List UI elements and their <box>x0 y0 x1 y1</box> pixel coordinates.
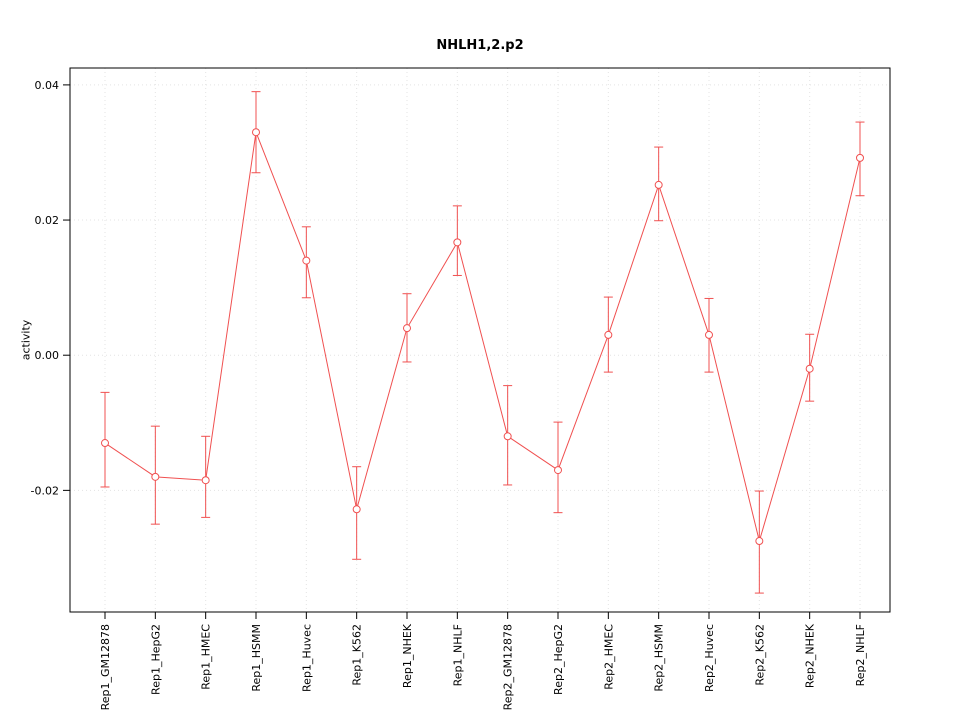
data-point <box>302 256 311 265</box>
x-tick-label: Rep1_Huvec <box>300 624 313 692</box>
x-tick-label: Rep2_GM12878 <box>502 624 515 710</box>
data-point <box>856 153 864 162</box>
data-point <box>805 364 814 373</box>
y-tick-label: 0.00 <box>35 349 60 362</box>
x-tick-label: Rep1_NHEK <box>401 623 414 688</box>
data-point <box>705 330 713 339</box>
data-point <box>252 128 260 137</box>
x-tick-label: Rep2_NHLF <box>854 624 867 686</box>
x-tick-label: Rep1_K562 <box>351 624 364 686</box>
x-tick-label: Rep2_HepG2 <box>552 624 565 695</box>
y-axis-label: activity <box>19 319 33 361</box>
data-point <box>604 330 613 339</box>
x-tick-label: Rep1_GM12878 <box>99 624 112 710</box>
data-point <box>503 432 512 441</box>
x-tick-label: Rep2_HMEC <box>602 624 615 690</box>
plot-border <box>69 67 891 613</box>
x-tick-label: Rep2_HSMM <box>653 624 666 692</box>
x-tick-label: Rep2_K562 <box>753 624 766 686</box>
data-point <box>755 537 764 546</box>
data-point <box>151 472 160 481</box>
y-tick-label: 0.04 <box>35 79 60 92</box>
x-tick-label: Rep2_Huvec <box>703 624 716 692</box>
data-point <box>403 324 411 333</box>
y-tick-label: -0.02 <box>31 484 59 497</box>
data-point <box>201 476 210 485</box>
data-point <box>352 505 361 514</box>
data-point <box>554 466 562 475</box>
x-tick-label: Rep1_HMEC <box>200 624 213 690</box>
x-tick-label: Rep1_HepG2 <box>149 624 162 695</box>
series-line <box>104 130 861 543</box>
x-tick-label: Rep2_NHEK <box>804 623 817 688</box>
x-tick-label: Rep1_NHLF <box>451 624 464 686</box>
data-point <box>453 238 462 247</box>
data-point <box>654 180 663 189</box>
y-tick-label: 0.02 <box>35 214 60 227</box>
chart-title: NHLH1,2.p2 <box>436 38 524 53</box>
data-point <box>101 439 109 448</box>
x-tick-label: Rep1_HSMM <box>250 624 263 692</box>
